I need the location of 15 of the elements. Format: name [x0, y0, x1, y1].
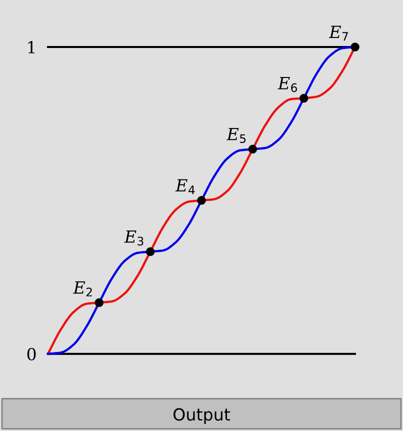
- annotation: E$_{4}$: [175, 179, 195, 194]
- y-tick-label: 1: [28, 40, 34, 54]
- annotation: E$_{5}$: [226, 128, 246, 144]
- point: [248, 144, 258, 154]
- point: [197, 196, 206, 205]
- text: E$_{7}$: [328, 26, 348, 41]
- annotation: E$_{2}$: [72, 281, 92, 296]
- point: [146, 247, 155, 256]
- point: [299, 94, 308, 103]
- annotation: E$_{6}$: [278, 77, 297, 92]
- point: [350, 42, 360, 52]
- point: [94, 298, 104, 307]
- y-tick-label: 0: [27, 348, 36, 360]
- annotation: E$_{3}$: [124, 230, 144, 246]
- text: Output: [173, 408, 230, 424]
